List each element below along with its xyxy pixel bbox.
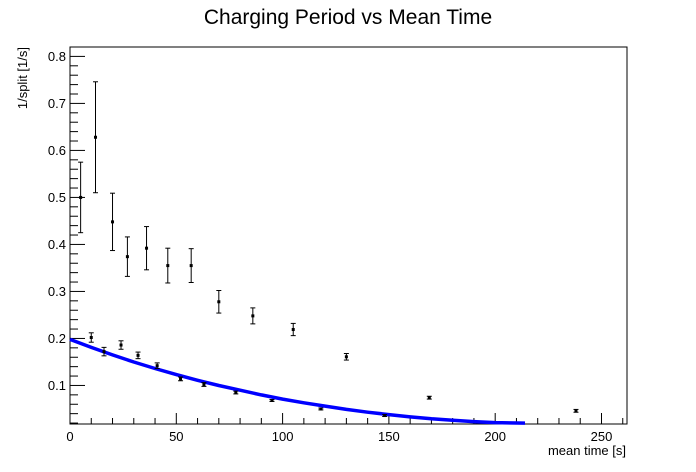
- upper-data-point: [573, 408, 579, 413]
- upper-data-point: [144, 226, 150, 271]
- fit-curve: [69, 337, 526, 425]
- data-marker: [427, 396, 431, 400]
- data-marker: [179, 377, 183, 381]
- data-marker: [189, 264, 193, 268]
- lower-data-point: [135, 351, 141, 360]
- data-marker: [166, 264, 170, 268]
- data-marker: [574, 409, 578, 413]
- y-tick-label: 0.5: [48, 190, 66, 205]
- upper-data-point: [110, 192, 116, 252]
- x-tick-label: 250: [591, 429, 613, 444]
- y-tick-label: 0.2: [48, 331, 66, 346]
- lower-data-point: [233, 390, 239, 395]
- data-marker: [111, 220, 115, 224]
- y-tick-label: 0.6: [48, 143, 66, 158]
- y-tick-label: 0.7: [48, 96, 66, 111]
- y-axis-label: 1/split [1/s]: [15, 47, 30, 109]
- data-marker: [94, 135, 98, 139]
- y-tick-label: 0.8: [48, 49, 66, 64]
- data-marker: [155, 364, 159, 368]
- upper-data-point: [93, 81, 99, 194]
- data-marker: [125, 255, 129, 259]
- x-tick-label: 0: [66, 429, 73, 444]
- data-marker: [383, 414, 387, 418]
- lower-data-point: [382, 414, 388, 418]
- data-marker: [217, 300, 221, 304]
- data-marker: [234, 391, 238, 395]
- upper-data-point: [124, 236, 130, 277]
- y-tick-label: 0.4: [48, 237, 66, 252]
- upper-data-point: [165, 247, 171, 284]
- lower-data-point: [88, 332, 94, 343]
- upper-data-point: [78, 161, 84, 234]
- data-marker: [119, 343, 123, 347]
- upper-data-point: [188, 248, 194, 284]
- upper-data-point: [290, 322, 296, 337]
- upper-data-point: [426, 395, 432, 400]
- data-marker: [202, 383, 206, 387]
- data-marker: [102, 350, 106, 354]
- upper-data-point: [343, 352, 349, 361]
- data-marker: [270, 398, 274, 402]
- data-marker: [79, 195, 83, 199]
- upper-data-point: [216, 289, 222, 314]
- data-marker: [291, 328, 295, 332]
- data-marker: [89, 336, 93, 340]
- data-marker: [319, 407, 323, 411]
- series-layer: [69, 81, 579, 425]
- lower-data-point: [154, 362, 160, 370]
- lower-data-point: [269, 398, 275, 402]
- lower-data-point: [178, 376, 184, 382]
- data-marker: [145, 246, 149, 250]
- upper-data-point: [250, 307, 256, 325]
- y-tick-label: 0.1: [48, 378, 66, 393]
- lower-data-point: [101, 346, 107, 357]
- y-tick-label: 0.3: [48, 284, 66, 299]
- lower-data-point: [201, 382, 207, 387]
- lower-data-point: [118, 340, 124, 350]
- x-axis-label: mean time [s]: [548, 443, 626, 458]
- chart-title: Charging Period vs Mean Time: [204, 6, 492, 29]
- data-marker: [251, 314, 255, 318]
- x-tick-label: 200: [484, 429, 506, 444]
- x-tick-label: 100: [272, 429, 294, 444]
- x-tick-label: 150: [378, 429, 400, 444]
- axes: 0 50 100 150 200 250 0.1 0.2 0.3 0.4 0.5 0.6 0.7 0.8: [48, 49, 624, 444]
- data-marker: [344, 355, 348, 359]
- data-marker: [136, 353, 140, 357]
- x-tick-label: 50: [169, 429, 183, 444]
- lower-data-point: [318, 407, 324, 411]
